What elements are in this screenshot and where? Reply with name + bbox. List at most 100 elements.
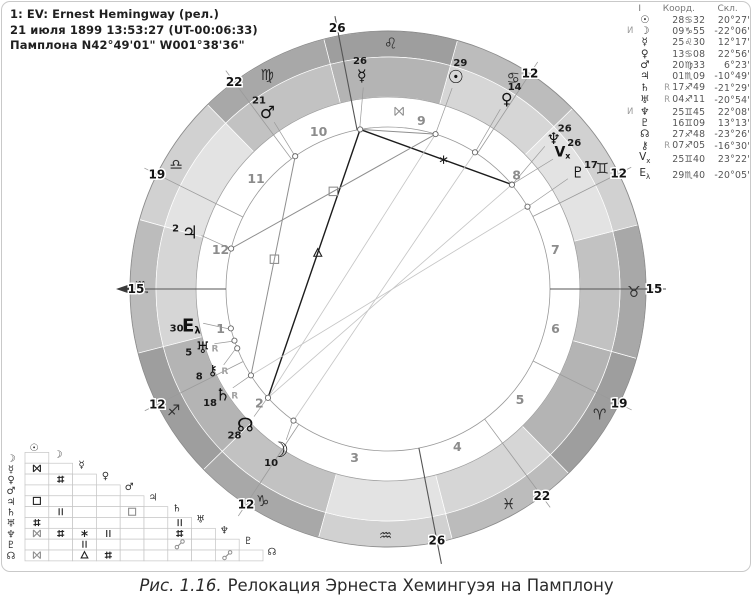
planet-glyph-venus: ♀ [501, 90, 513, 109]
planet-dot-mars [292, 153, 299, 160]
planet-row-vertex: Vx 25♊40 23°22' [627, 152, 750, 167]
cusp-degree-label-house-2: 12 [149, 398, 166, 412]
aspect-line-mercury-neptune-sextile [359, 128, 513, 186]
planet-coordinate-east-point: 29♏40 [672, 169, 706, 181]
planet-glyph-sun: ☉ [448, 67, 464, 88]
planet-glyph-saturn: ♄ [215, 385, 230, 405]
aspect-grid-row-label-pluto: ♇ [7, 540, 16, 551]
planet-leader-jupiter [201, 235, 230, 249]
zodiac-ring [129, 30, 647, 548]
planet-dot-saturn [247, 372, 254, 379]
aspect-cell-venus-sun [24, 473, 50, 486]
sign-glyphs: ♈ ♉ ♊ ♋ ♌ ♍ ♎ ♏ ♐ ♑ ♒ ♓ [135, 35, 640, 545]
planet-dot-pluto [524, 203, 531, 210]
sign-glyph-sagittarius-icon: ♐ [167, 401, 180, 419]
aspect-grid-row-label-venus: ♀ [7, 475, 14, 486]
sign-glyph-leo-icon: ♌ [384, 35, 397, 53]
planet-flag-mercury [627, 37, 637, 48]
planet-row-node: ☊ 27♐48 -23°26' [627, 128, 750, 141]
planet-declination-east-point: -20°05' [714, 169, 750, 181]
figure-caption-text: Релокация Эрнеста Хемингуэя на Памплону [227, 576, 614, 595]
planet-dot-venus [471, 149, 479, 156]
aspect-grid-row-label-moon: ☽ [7, 453, 16, 464]
planet-degree-saturn: 18 [203, 398, 217, 409]
aspect-glyph-mercury-sun-semisextile-icon [394, 106, 404, 116]
aspect-grid-glyph-uranus-saturn-parallel-icon [177, 519, 182, 527]
planet-table-glyph-uranus-icon: ♅ [640, 93, 650, 106]
aspect-cell-node-uranus [191, 549, 216, 562]
planet-leader-moon [285, 422, 293, 440]
planet-declination-mercury: 12°17' [717, 37, 750, 49]
aspect-cell-mars-sun [24, 484, 50, 497]
planet-degree-chiron: 8 [196, 372, 203, 383]
planet-leader-venus [475, 109, 501, 151]
aspect-line-saturn-pluto-opposition [250, 206, 528, 376]
aspect-line-saturn-mars-square [250, 156, 296, 376]
aspect-cell-node-moon [48, 549, 73, 562]
planet-leader-chiron [223, 348, 236, 366]
planet-table-glyph-vertex-icon: Vx [639, 151, 651, 166]
cusp-line-house-2 [144, 361, 244, 412]
planet-coordinate-node: 27♐48 [672, 129, 706, 141]
planet-flag-jupiter [627, 71, 637, 82]
planet-declination-mars: 6°23' [724, 59, 750, 71]
house-number-10: 10 [310, 124, 328, 139]
aspect-cell-uranus-jupiter [143, 517, 169, 529]
planet-degree-pluto: 17 [584, 160, 598, 171]
planet-degree-moon: 10 [264, 458, 278, 469]
aspect-cell-saturn-jupiter [143, 506, 169, 518]
house-number-11: 11 [247, 171, 264, 186]
aspect-grid-row-label-mercury: ☿ [8, 464, 14, 475]
aspect-grid-glyph-pluto-mercury-parallel-icon [82, 540, 87, 548]
cusp-degree-label-house-4-ic: 26 [428, 533, 445, 547]
planet-coordinate-mars: 20♍33 [672, 59, 706, 71]
aspect-grid-diagonal-pluto: ♇ [244, 536, 253, 547]
planet-retrograde-saturn: R [231, 391, 238, 401]
aspect-grid-glyph-node-neptune-opposition-icon [222, 550, 233, 561]
planet-row-venus: ♀ 13♋08 22°56' [627, 48, 750, 60]
planet-coordinate-pluto: 16♊09 [672, 117, 706, 129]
planet-declination-saturn: -21°29' [714, 82, 750, 94]
sign-glyph-gemini-icon: ♊ [596, 160, 609, 178]
sign-glyph-virgo-icon: ♍ [261, 66, 274, 84]
planet-flag-chiron [627, 140, 637, 152]
aspect-grid-glyph-jupiter-sun-square-icon [32, 496, 41, 505]
planet-leader-sun [435, 87, 453, 133]
aspect-grid-diagonal-mercury: ☿ [79, 460, 85, 471]
cusp-degree-label-house-7-dsc: 15 [646, 282, 663, 296]
planet-coordinate-mercury: 25♌30 [672, 37, 706, 49]
cusp-degree-label-house-1-asc: 15 [128, 282, 145, 296]
planet-leader-neptune [513, 146, 546, 184]
aspect-grid-row-label-uranus: ♅ [7, 519, 16, 530]
aspect-cell-node-jupiter [143, 549, 169, 562]
planet-leader-pluto [529, 178, 569, 206]
aspect-cell-mars-moon [48, 484, 73, 497]
house-number-12: 12 [212, 242, 229, 257]
planet-declination-jupiter: -10°49' [714, 71, 750, 83]
planet-coordinate-saturn: R 17♐49 [664, 82, 706, 94]
planet-table-glyph-neptune-icon: ♆ [640, 105, 650, 118]
cusp-line-house-9 [476, 61, 539, 154]
aspect-cell-uranus-venus [96, 517, 121, 529]
aspect-grid-glyph-neptune-sun-semisextile-icon [32, 529, 41, 538]
planet-leader-east-point [203, 322, 229, 330]
ascendant-arrow-icon [116, 284, 129, 294]
aspect-grid-row-label-saturn: ♄ [7, 508, 16, 519]
sign-glyph-libra-icon: ♎ [170, 155, 183, 173]
aspect-line-jupiter-sun-square [230, 133, 436, 250]
aspect-cell-neptune-uranus [191, 527, 216, 540]
aspect-grid-glyph-node-mercury-trine-icon [80, 550, 89, 559]
sign-glyph-cancer-icon: ♋ [506, 69, 519, 87]
aspect-grid-row-label-mars: ♂ [7, 486, 16, 497]
aspect-grid-row-label-neptune: ♆ [7, 529, 16, 540]
sign-glyph-aquarius-icon: ♒ [379, 526, 392, 544]
planet-glyph-chiron: ⚷ [208, 363, 218, 379]
aspect-cell-pluto-neptune [215, 538, 240, 551]
aspect-grid-diagonal-jupiter: ♃ [149, 493, 158, 504]
aspect-line-neptune-node-opposition [267, 184, 513, 399]
aspect-cell-neptune-saturn [167, 527, 192, 540]
aspect-glyph-mercury-node-trine-icon [312, 247, 323, 257]
planet-row-east-point: Eλ 29♏40 -20°05' [627, 167, 750, 183]
aspect-cell-node-saturn [167, 549, 192, 562]
planet-glyph-mercury: ☿ [357, 66, 367, 85]
